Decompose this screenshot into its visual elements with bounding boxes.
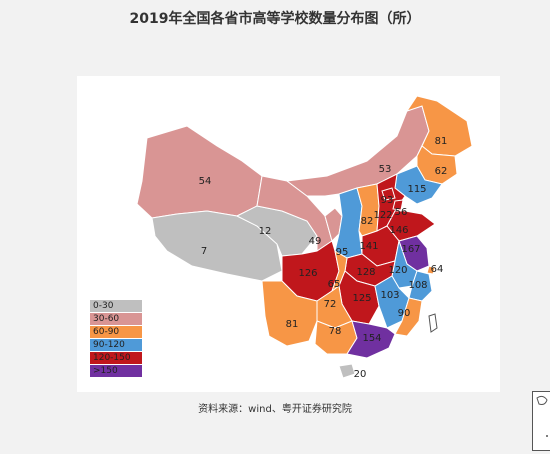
label-tianjin: 56 <box>395 207 408 218</box>
label-anhui: 120 <box>388 265 407 276</box>
label-shanghai: 64 <box>431 264 444 275</box>
province-tianjin[interactable] <box>392 199 404 211</box>
province-yunnan[interactable] <box>261 280 318 347</box>
label-qinghai: 12 <box>259 226 272 237</box>
label-xizang: 7 <box>201 246 207 257</box>
label-jiangsu: 167 <box>401 244 420 255</box>
province-guangdong[interactable] <box>346 320 396 359</box>
label-shandong: 146 <box>389 225 408 236</box>
label-hunan: 125 <box>352 293 371 304</box>
legend-item-120-150: 120-150 <box>90 352 142 364</box>
label-hebei: 122 <box>373 210 392 221</box>
label-fujian: 90 <box>398 308 411 319</box>
label-jilin: 62 <box>435 166 448 177</box>
label-liaoning: 115 <box>407 184 426 195</box>
legend-item-90-120: 90-120 <box>90 339 142 351</box>
china-map: 81 62 115 53 54 7 12 49 20 95 82 93 56 1… <box>136 95 473 380</box>
label-guangdong: 154 <box>362 333 381 344</box>
label-hubei: 128 <box>356 267 375 278</box>
province-xinjiang[interactable] <box>136 125 263 219</box>
legend-item-0-30: 0-30 <box>90 300 142 312</box>
province-hainan[interactable] <box>338 363 356 379</box>
label-xinjiang: 54 <box>199 176 212 187</box>
label-neimenggu: 53 <box>379 164 392 175</box>
label-henan: 141 <box>359 241 378 252</box>
label-heilongjiang: 81 <box>435 136 448 147</box>
label-sichuan: 126 <box>298 268 317 279</box>
label-chongqing: 65 <box>328 279 341 290</box>
label-shanxi: 82 <box>361 216 374 227</box>
legend: 0-30 30-60 60-90 90-120 120-150 >150 <box>90 300 142 378</box>
legend-item-60-90: 60-90 <box>90 326 142 338</box>
label-beijing: 93 <box>381 195 394 206</box>
taiwan-island <box>428 313 438 333</box>
label-shaanxi: 95 <box>336 247 349 258</box>
province-shanghai[interactable] <box>426 265 436 275</box>
page-title: 2019年全国各省市高等学校数量分布图（所） <box>129 11 421 27</box>
map-panel: 81 62 115 53 54 7 12 49 20 95 82 93 56 1… <box>77 76 550 451</box>
legend-item-30-60: 30-60 <box>90 313 142 325</box>
label-guizhou: 72 <box>324 299 337 310</box>
label-yunnan: 81 <box>286 319 299 330</box>
label-ningxia: 20 <box>354 369 367 380</box>
label-gansu: 49 <box>309 236 322 247</box>
label-guangxi: 78 <box>329 326 342 337</box>
province-beijing[interactable] <box>381 187 396 201</box>
label-jiangxi: 103 <box>380 290 399 301</box>
legend-item-over-150: >150 <box>90 365 142 377</box>
source-note: 资料来源：wind、粤开证券研究院 <box>198 404 352 415</box>
label-zhejiang: 108 <box>408 280 427 291</box>
